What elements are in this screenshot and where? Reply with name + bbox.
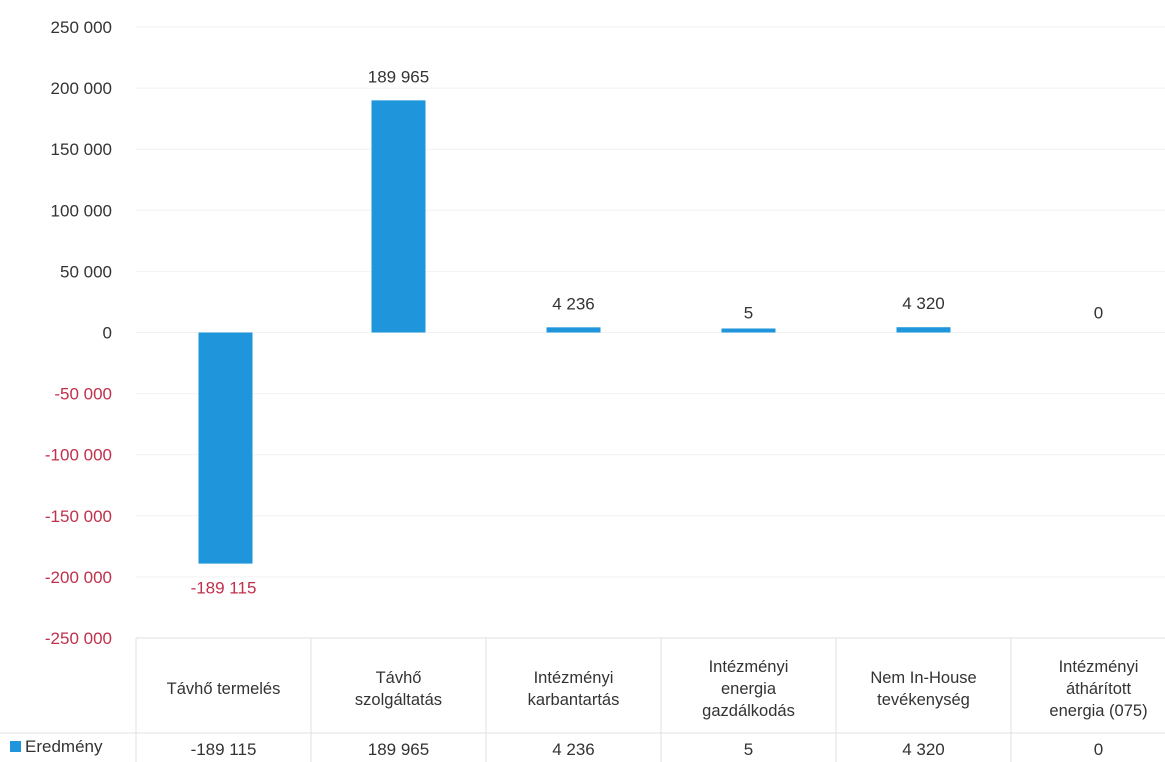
category-label: Intézményi: [534, 669, 614, 687]
table-value: 0: [1094, 740, 1103, 759]
category-label: Intézményi: [709, 658, 789, 676]
data-label: 5: [744, 304, 753, 323]
bar: [198, 332, 253, 564]
table-value: 5: [744, 740, 753, 759]
data-table: Távhő termelés Távhő szolgáltatás Intézmény…: [0, 637, 1165, 762]
y-axis: 250 000 200 000 150 000 100 000 50 000 0 -50 0…: [45, 18, 112, 648]
data-label: 4 236: [552, 294, 595, 313]
y-tick-label: 100 000: [51, 201, 112, 220]
category-label: áthárított: [1066, 680, 1132, 698]
table-value: 189 965: [368, 740, 429, 759]
y-tick-label: -100 000: [45, 446, 112, 465]
bar: [371, 100, 426, 333]
y-tick-label: 150 000: [51, 140, 112, 159]
y-tick-label: -250 000: [45, 629, 112, 648]
data-label: -189 115: [191, 579, 257, 598]
table-value: 4 236: [552, 740, 595, 759]
y-tick-label: 0: [103, 324, 112, 343]
category-label: energia: [721, 680, 777, 698]
bar: [896, 327, 951, 333]
data-label: 0: [1094, 304, 1103, 323]
gridlines: [136, 26, 1165, 639]
category-label: Nem In-House: [870, 669, 976, 687]
category-label: Intézményi: [1059, 658, 1139, 676]
y-tick-label: -150 000: [45, 507, 112, 526]
table-value: 4 320: [902, 740, 945, 759]
data-label: 4 320: [902, 294, 945, 313]
category-label: gazdálkodás: [702, 702, 795, 720]
bar: [721, 328, 776, 333]
category-label: energia (075): [1049, 702, 1147, 720]
category-label: Távhő: [376, 669, 422, 687]
category-label: tevékenység: [877, 691, 970, 709]
data-labels: -189 115 189 965 4 236 5 4 320 0: [191, 67, 1104, 597]
category-label: szolgáltatás: [355, 691, 442, 709]
y-tick-label: 250 000: [51, 18, 112, 37]
legend-swatch: [10, 741, 21, 752]
legend-label: Eredmény: [25, 737, 103, 756]
y-tick-label: -50 000: [54, 385, 112, 404]
category-label: karbantartás: [528, 691, 620, 709]
table-value: -189 115: [191, 740, 257, 759]
category-label: Távhő termelés: [167, 680, 281, 698]
y-tick-label: 200 000: [51, 79, 112, 98]
bar: [546, 327, 601, 333]
bars: [198, 100, 951, 564]
data-label: 189 965: [368, 67, 429, 86]
y-tick-label: 50 000: [60, 262, 112, 281]
y-tick-label: -200 000: [45, 568, 112, 587]
